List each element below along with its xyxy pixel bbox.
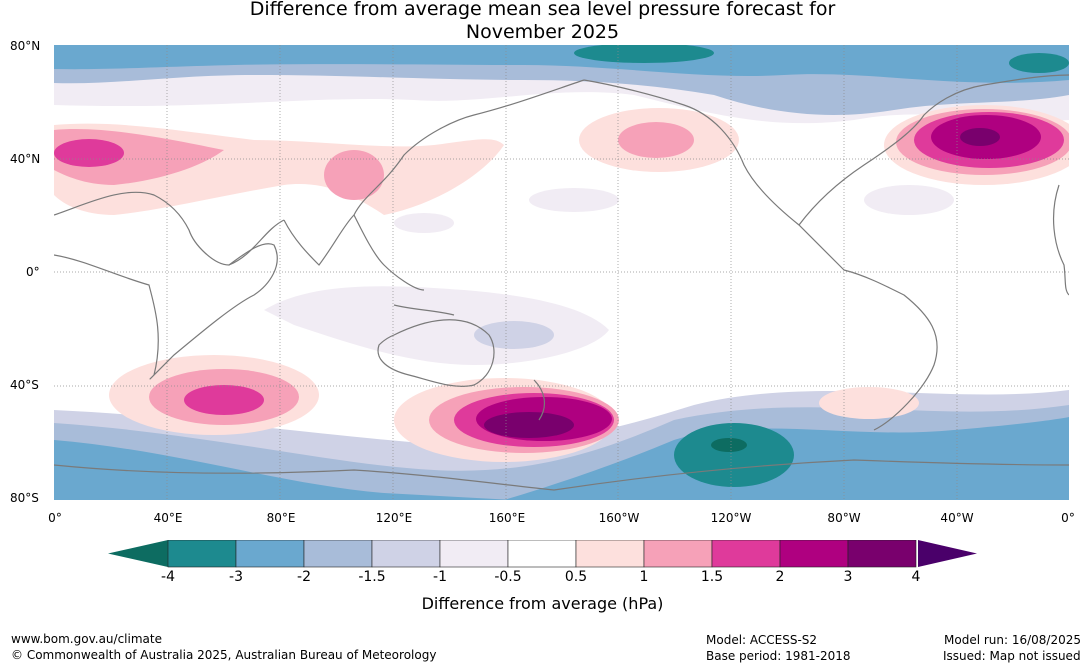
colour-bar-cells xyxy=(167,540,917,568)
footer-model-run: Model run: 16/08/2025 xyxy=(944,633,1082,647)
footer-copyright: © Commonwealth of Australia 2025, Austra… xyxy=(11,648,437,662)
colour-bar-cell xyxy=(303,540,373,568)
lon-label-160w: 160°W xyxy=(598,511,640,525)
colour-bar-tick-label: 4 xyxy=(911,569,921,585)
colour-bar-tick-label: 2 xyxy=(775,569,785,585)
colour-bar-cell xyxy=(711,540,781,568)
colour-bar-tick-label: -3 xyxy=(229,569,243,585)
northern-band-blue xyxy=(54,45,1069,83)
tropical-low-east xyxy=(474,321,554,349)
colour-bar-cell xyxy=(167,540,237,568)
low-pacific-south-core xyxy=(711,438,747,452)
colour-bar-cell xyxy=(235,540,305,568)
colour-bar-tick-label: 1.5 xyxy=(700,569,724,585)
colour-bar xyxy=(108,540,977,568)
colour-bar-tick-label: 0.5 xyxy=(564,569,588,585)
lon-label-120w: 120°W xyxy=(710,511,752,525)
colour-bar-cell xyxy=(643,540,713,568)
high-east-asia xyxy=(324,150,384,200)
east-pacific-weak-low xyxy=(529,188,619,212)
high-atlantic-core xyxy=(960,128,1000,146)
high-south-america xyxy=(819,387,919,419)
footer-issued: Issued: Map not issued xyxy=(943,649,1081,663)
map-title-line1: Difference from average mean sea level p… xyxy=(249,0,836,20)
colour-bar-cell xyxy=(439,540,509,568)
colour-bar-cell xyxy=(779,540,849,568)
atlantic-weak-low xyxy=(864,185,954,215)
colour-bar-cell xyxy=(847,540,917,568)
tropical-weak-low xyxy=(264,286,609,365)
lat-label-equator: 0° xyxy=(26,265,40,279)
lon-label-0: 0° xyxy=(48,511,62,525)
lon-label-80e: 80°E xyxy=(266,511,296,525)
colour-bar-tick-label: 1 xyxy=(639,569,649,585)
lon-label-40e: 40°E xyxy=(153,511,183,525)
lon-label-80w: 80°W xyxy=(827,511,861,525)
low-pacific-south-outer xyxy=(674,423,794,487)
colour-bar-tick-label: -2 xyxy=(297,569,311,585)
lon-label-160e: 160°E xyxy=(488,511,526,525)
high-north-pacific-inner xyxy=(618,122,694,158)
colour-bar-label: Difference from average (hPa) xyxy=(421,594,664,613)
lat-label-40s: 40°S xyxy=(10,378,39,392)
high-nz-core xyxy=(484,412,574,438)
anomaly-field xyxy=(54,45,1069,500)
colour-bar-tick-label: -4 xyxy=(161,569,175,585)
lon-label-120e: 120°E xyxy=(375,511,413,525)
colour-bar-cell xyxy=(575,540,645,568)
lon-label-40w: 40°W xyxy=(940,511,974,525)
graticule xyxy=(54,45,1069,500)
lat-label-40n: 40°N xyxy=(10,152,41,166)
high-indian-core xyxy=(184,385,264,415)
west-pacific-low xyxy=(394,213,454,233)
southern-band-blue xyxy=(54,440,514,500)
pressure-anomaly-map xyxy=(54,45,1069,500)
low-arctic-core xyxy=(574,45,714,63)
colour-bar-tick-label: -1 xyxy=(433,569,447,585)
colour-bar-tick-label: 3 xyxy=(843,569,853,585)
colour-bar-tick-label: -1.5 xyxy=(358,569,386,585)
footer-base-period: Base period: 1981-2018 xyxy=(706,649,851,663)
colour-bar-under-arrow xyxy=(108,540,168,567)
lat-label-80s: 80°S xyxy=(10,491,39,505)
lat-label-80n: 80°N xyxy=(10,39,41,53)
colour-bar-tick-label: -0.5 xyxy=(494,569,522,585)
footer-url: www.bom.gov.au/climate xyxy=(11,632,162,646)
footer-model: Model: ACCESS-S2 xyxy=(706,633,818,647)
colour-bar-cell xyxy=(371,540,441,568)
low-greenland-core xyxy=(1009,53,1069,73)
high-europe-core xyxy=(54,139,124,167)
lon-label-360: 0° xyxy=(1061,511,1075,525)
colour-bar-over-arrow xyxy=(918,540,977,567)
colour-bar-cell xyxy=(507,540,577,568)
map-title-line2: November 2025 xyxy=(465,21,620,43)
